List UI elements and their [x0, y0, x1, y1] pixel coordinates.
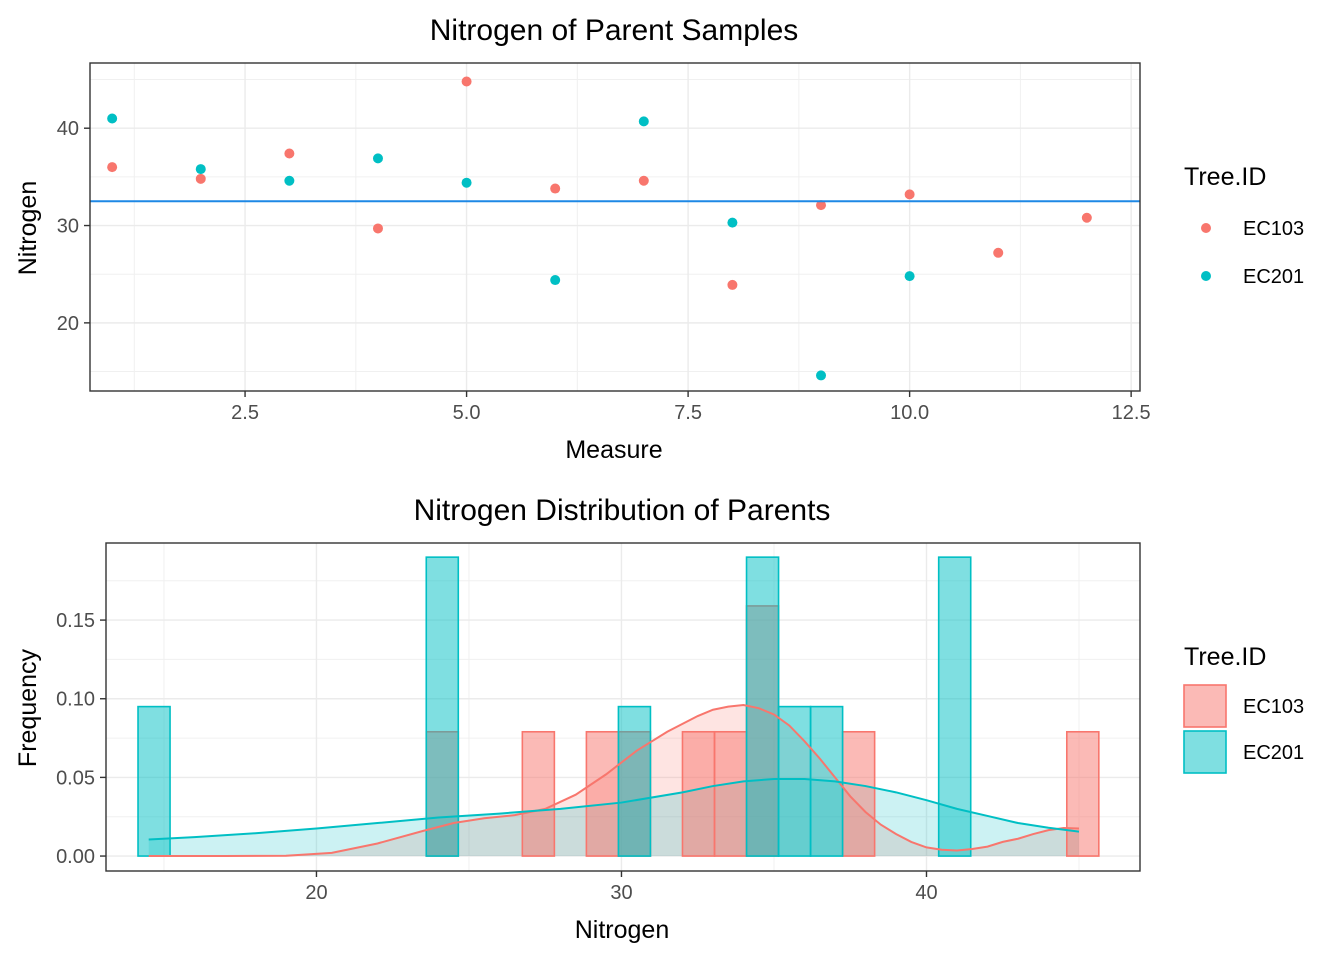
scatter-point-ec103: [904, 189, 915, 200]
histogram-legend-keys: EC103 EC201: [1183, 684, 1304, 774]
scatter-y-tick-label: 40: [57, 118, 79, 140]
density-line-ec201: [148, 777, 1080, 841]
histogram-bar-ec103: [585, 730, 620, 857]
scatter-point-ec103: [461, 76, 472, 87]
scatter-y-tick-label: 30: [57, 216, 79, 238]
scatter-legend-key-ec103: [1201, 223, 1211, 233]
histogram-y-tick-label: 0.00: [56, 846, 95, 868]
histogram-bar-ec103: [713, 730, 748, 857]
scatter-y-axis-title: Nitrogen: [14, 181, 42, 276]
scatter-y-tick-label: 20: [57, 313, 79, 335]
scatter-gridlines: [90, 63, 1140, 391]
scatter-legend: Tree.ID EC103 EC201: [1184, 163, 1304, 288]
scatter-point-ec103: [107, 162, 118, 173]
scatter-plot-panel: [90, 63, 1140, 391]
scatter-point-ec103: [284, 148, 295, 159]
scatter-point-ec201: [107, 113, 118, 124]
histogram-y-tick-label: 0.10: [56, 689, 95, 711]
scatter-x-tick-label: 12.5: [1112, 402, 1151, 424]
scatter-point-ec201: [816, 370, 827, 381]
histogram-x-axis-title: Nitrogen: [575, 916, 670, 944]
scatter-point-ec103: [372, 223, 383, 234]
scatter-point-ec103: [550, 183, 561, 194]
scatter-point-ec103: [816, 200, 827, 211]
scatter-point-ec103: [727, 279, 738, 290]
histogram-chart-title: Nitrogen Distribution of Parents: [414, 494, 831, 527]
histogram-bar-ec201: [937, 556, 972, 857]
density-line-ec103: [148, 704, 1080, 858]
scatter-point-ec103: [638, 175, 649, 186]
scatter-point-ec201: [638, 116, 649, 127]
scatter-point-ec201: [904, 271, 915, 282]
scatter-x-tick-label: 2.5: [231, 402, 259, 424]
scatter-axis-ticks: 2.5 5.0 7.5 10.0 12.5 20 30 40: [57, 118, 1151, 424]
scatter-legend-label-ec201: EC201: [1243, 266, 1304, 288]
histogram-legend: Tree.ID EC103 EC201: [1183, 643, 1304, 774]
scatter-x-axis-title: Measure: [565, 436, 662, 464]
histogram-bar-ec201: [617, 705, 652, 857]
scatter-legend-title: Tree.ID: [1184, 163, 1266, 191]
scatter-point-ec201: [461, 177, 472, 188]
histogram-legend-label-ec103: EC103: [1243, 696, 1304, 718]
scatter-marks: [90, 76, 1140, 381]
histogram-x-tick-label: 40: [915, 882, 937, 904]
histogram-legend-title: Tree.ID: [1184, 643, 1266, 671]
scatter-panel-border: [89, 62, 1141, 392]
histogram-y-tick-label: 0.05: [56, 767, 95, 789]
scatter-legend-key-ec201: [1201, 271, 1211, 281]
scatter-x-tick-label: 5.0: [453, 402, 481, 424]
scatter-point-ec103: [195, 173, 206, 184]
histogram-marks: [137, 556, 1100, 858]
histogram-chart: Nitrogen Distribution of Parents 20 30 40 0…: [14, 494, 1304, 944]
scatter-point-ec201: [372, 153, 383, 164]
histogram-bar-ec201: [137, 705, 171, 857]
scatter-point-ec201: [727, 217, 738, 228]
scatter-point-ec201: [284, 175, 295, 186]
scatter-point-ec103: [993, 247, 1004, 258]
scatter-x-tick-label: 7.5: [674, 402, 702, 424]
scatter-point-ec201: [195, 164, 206, 175]
histogram-bar-ec201: [777, 705, 812, 857]
scatter-chart-title: Nitrogen of Parent Samples: [430, 14, 799, 47]
scatter-legend-keys: EC103 EC201: [1201, 218, 1304, 288]
histogram-bar-ec103: [681, 730, 716, 857]
histogram-legend-key-ec103: [1183, 684, 1227, 728]
histogram-x-tick-label: 30: [610, 882, 632, 904]
scatter-legend-label-ec103: EC103: [1243, 218, 1304, 240]
histogram-x-tick-label: 20: [305, 882, 327, 904]
scatter-chart: Nitrogen of Parent Samples 2.5 5.0 7.5 10.0…: [14, 14, 1304, 464]
histogram-y-axis-title: Frequency: [14, 648, 42, 767]
histogram-bar-ec103: [521, 730, 556, 857]
histogram-legend-key-ec201: [1183, 730, 1227, 774]
histogram-y-tick-label: 0.15: [56, 610, 95, 632]
histogram-axis-ticks: 20 30 40 0.00 0.05 0.10 0.15: [56, 610, 938, 904]
histogram-legend-label-ec201: EC201: [1243, 742, 1304, 764]
scatter-point-ec201: [550, 275, 561, 286]
scatter-point-ec103: [1081, 212, 1092, 223]
histogram-panel-border: [105, 542, 1141, 872]
histogram-bar-ec201: [425, 556, 460, 857]
histogram-bar-ec103: [1065, 730, 1100, 857]
scatter-x-tick-label: 10.0: [890, 402, 929, 424]
